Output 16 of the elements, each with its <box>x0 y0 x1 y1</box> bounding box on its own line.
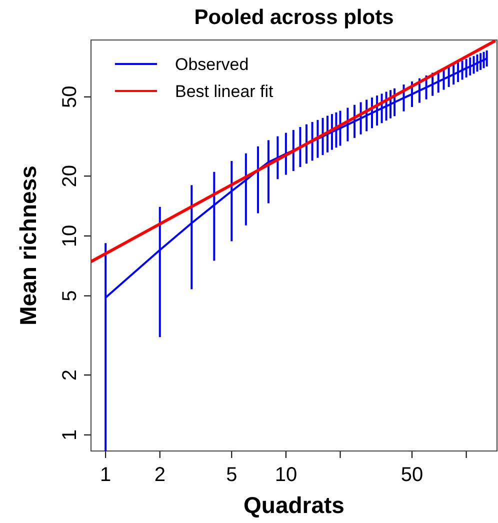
legend-label: Best linear fit <box>175 82 274 101</box>
y-tick-label: 5 <box>59 290 81 302</box>
y-tick-label: 20 <box>59 164 81 188</box>
legend-label: Observed <box>175 54 249 74</box>
x-axis-title: Quadrats <box>244 492 344 518</box>
y-tick-label: 10 <box>59 224 81 248</box>
y-tick-label: 50 <box>59 86 81 108</box>
y-tick-label: 1 <box>59 429 81 440</box>
x-tick-label: 50 <box>400 464 424 486</box>
y-axis-title: Mean richness <box>15 166 41 326</box>
chart-title: Pooled across plots <box>194 6 394 29</box>
y-tick-label: 2 <box>59 369 81 381</box>
x-tick-label: 1 <box>100 464 112 486</box>
x-tick-label: 10 <box>274 464 298 486</box>
x-tick-label: 5 <box>226 464 238 486</box>
x-tick-label: 2 <box>154 464 166 486</box>
